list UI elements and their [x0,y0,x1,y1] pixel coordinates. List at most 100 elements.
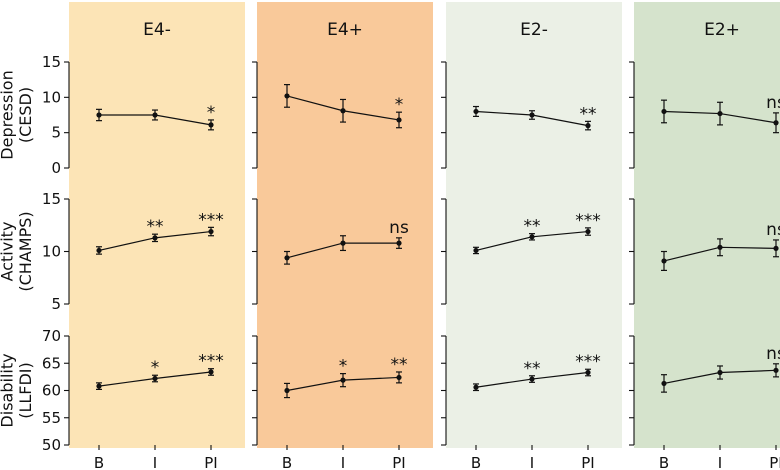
panel-cesd-e4m: 0 5 10 15 * [42,53,215,177]
data-point [773,367,779,373]
data-point [152,112,158,118]
significance-label: ns [766,220,780,240]
row-label-line: (CHAMPS) [16,211,35,291]
data-point [396,240,402,246]
data-point [473,247,479,254]
significance-label: *** [575,211,601,231]
data-point [208,228,214,235]
panel-llfdi-e4p: * **B I PI [252,335,408,470]
row-label-cesd: Depression(CESD) [0,70,35,159]
data-point [717,244,723,250]
data-point [473,384,479,390]
data-point [661,108,667,115]
x-tick-label: B [471,454,481,470]
x-tick-label: I [153,454,157,470]
data-point [284,93,290,99]
panel-llfdi-e2p: ns B I PI [629,335,780,470]
row-label-line: (CESD) [16,87,35,143]
y-tick-label: 55 [42,409,61,427]
data-point [152,375,158,382]
column-title-e4m: E4- [143,20,171,40]
data-point [661,258,667,264]
column-background-e2p [634,2,780,448]
panel-champs-e4p: ns [252,198,409,305]
data-point [340,377,346,383]
significance-label: * [207,103,216,123]
x-tick-label: B [659,454,669,470]
data-point [284,255,290,261]
row-label-champs: Activity(CHAMPS) [0,211,35,291]
y-tick-label: 50 [42,436,61,454]
significance-label: ** [391,355,408,375]
data-point [773,120,779,126]
data-point [585,369,591,376]
x-tick-label: I [341,454,345,470]
panel-champs-e2p: ns [629,198,780,305]
significance-label: * [339,357,348,377]
significance-label: ** [524,217,541,237]
y-tick-label: 10 [42,88,61,106]
panel-champs-e2m: ** *** [441,198,601,305]
x-tick-label: PI [769,454,780,470]
x-tick-label: B [94,454,104,470]
data-point [96,247,102,254]
data-point [152,235,158,241]
panel-cesd-e2m: ** [441,61,597,169]
x-tick-label: PI [581,454,594,470]
column-title-e2p: E2+ [704,20,740,40]
significance-label: *** [575,352,601,372]
significance-label: ns [766,93,780,113]
data-point [585,123,591,129]
data-point [529,112,535,118]
column-title-e2m: E2- [520,20,548,40]
significance-label: ** [147,217,164,237]
column-background-e2m [446,2,622,448]
x-tick-label: I [530,454,534,470]
panel-cesd-e2p: ns [629,61,780,169]
data-point [96,383,102,389]
row-label-line: (LLFDI) [16,362,35,419]
significance-label: ns [766,344,780,364]
panel-llfdi-e2m: ** ***B I PI [441,335,601,470]
x-tick-label: PI [392,454,405,470]
data-point [208,122,214,128]
x-tick-label: PI [204,454,217,470]
significance-label: ** [580,104,597,124]
significance-label: ns [389,218,409,238]
data-point [529,376,535,382]
significance-label: * [151,358,160,378]
y-tick-label: 0 [51,159,61,177]
data-point [661,380,667,387]
significance-label: *** [198,210,224,230]
data-point [585,228,591,235]
significance-label: *** [198,352,224,372]
data-point [396,374,402,381]
data-point [208,369,214,375]
y-tick-label: 5 [51,124,61,142]
data-point [340,108,346,114]
significance-label: ** [524,359,541,379]
data-point [96,112,102,118]
data-point [284,387,290,394]
data-point [529,234,535,240]
data-point [396,117,402,123]
column-background-e4m [69,2,245,448]
y-tick-label: 10 [42,243,61,261]
significance-label: * [395,95,404,115]
y-tick-label: 70 [42,327,61,345]
y-tick-label: 65 [42,354,61,372]
data-point [773,245,779,251]
data-point [717,110,723,117]
row-label-line: Disability [0,353,16,427]
x-tick-label: I [718,454,722,470]
y-tick-label: 15 [42,190,61,208]
y-tick-label: 5 [51,295,61,313]
data-point [340,240,346,246]
row-label-line: Depression [0,70,16,159]
data-point [717,369,723,376]
column-title-e4p: E4+ [327,20,363,40]
row-label-line: Activity [0,222,16,282]
